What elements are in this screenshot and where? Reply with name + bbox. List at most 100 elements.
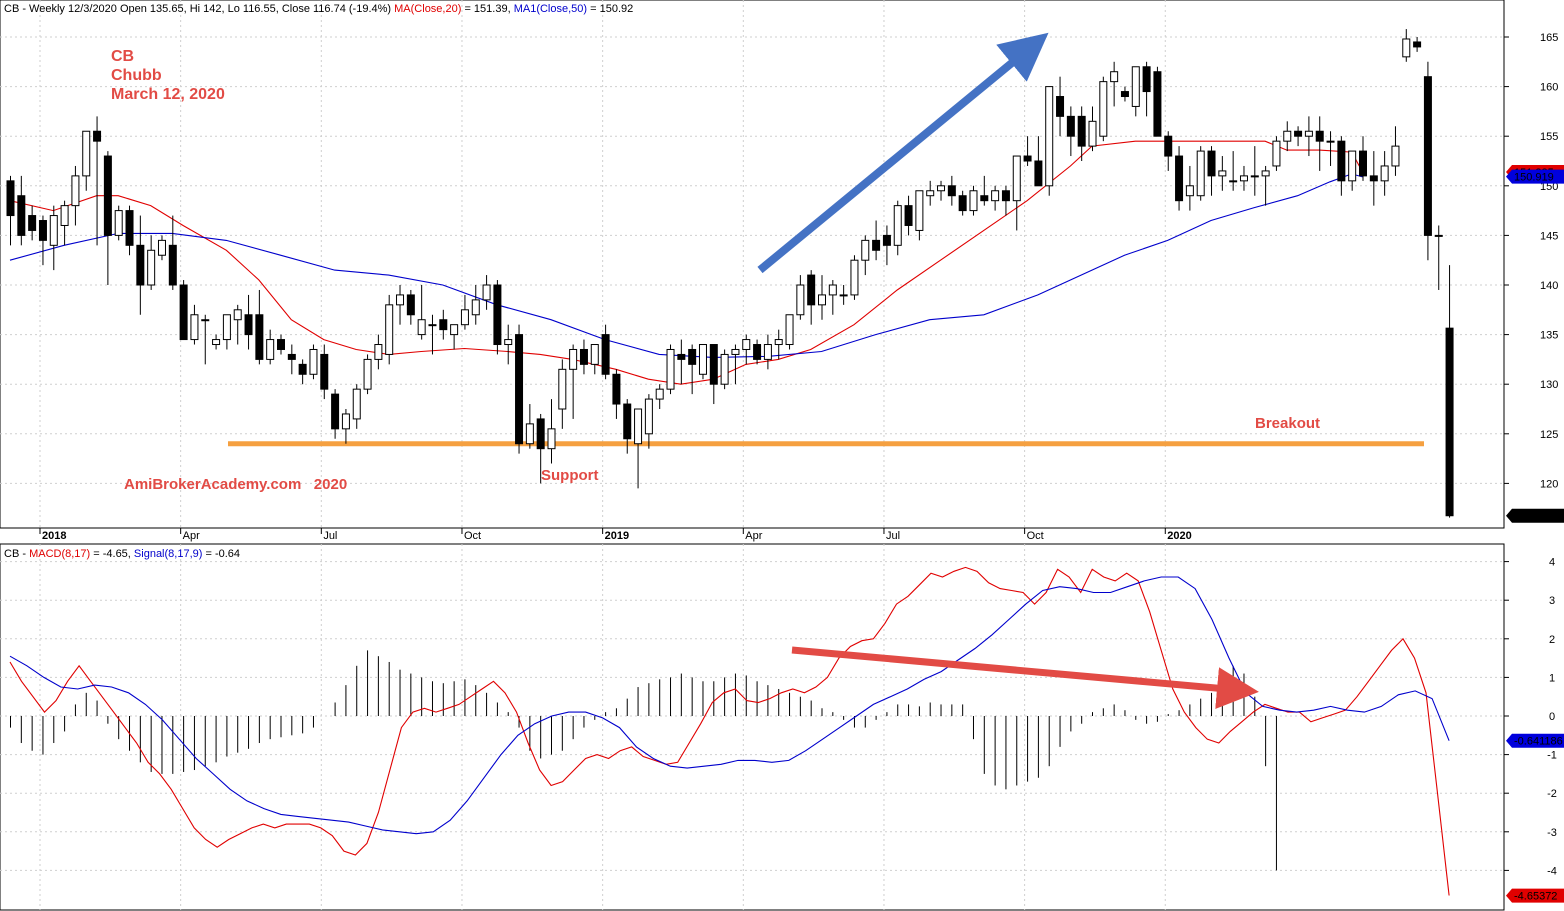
candle [634,408,643,489]
candle [1250,146,1259,196]
candle-body [1066,115,1075,137]
candle-body [1142,66,1151,93]
candle [688,344,697,395]
candle [850,255,859,300]
candle-body [720,353,729,385]
candle-body [147,249,156,286]
candle-body [1229,180,1238,183]
candle-body [114,210,123,236]
candle-body [396,294,405,306]
candle-body [969,190,978,212]
candle-body [38,220,47,241]
candle-body [1402,38,1411,58]
date-annotation: March 12, 2020 [111,86,225,103]
candle [71,165,80,226]
candle-body [1045,86,1054,187]
candle-body [796,284,805,316]
candle-body [1175,155,1184,202]
candle-body [601,334,610,375]
candle-body [71,175,80,207]
candle [915,190,924,241]
candle-body [504,339,513,346]
macd-tick-label: 2 [1549,634,1555,646]
candle-body [1380,165,1389,182]
badge-shape [1506,888,1564,903]
candle [1077,106,1086,161]
candle-body [277,339,285,350]
candle-body [1207,150,1216,177]
candle-body [266,339,275,360]
candle [244,294,253,350]
candle-body [1196,150,1205,197]
candle [331,389,340,439]
x-tick-label: Apr [183,530,200,542]
candle [1056,76,1065,137]
candle-body [374,344,383,360]
candle-body [1185,185,1194,197]
value-badge: 150.919 [1506,169,1564,184]
candle-body [612,373,621,405]
candle-body [937,185,946,192]
breakout-annotation: Breakout [1255,415,1320,432]
candle-body [1099,81,1108,137]
candle [450,324,459,350]
candle [709,344,718,405]
candle [579,339,588,375]
signal-line [9,576,1450,835]
candle-body [1413,41,1422,48]
badge-label: 116.74 [1514,511,1547,523]
candle-body [536,418,545,450]
candle [125,205,134,256]
price-tick-label: 135 [1540,330,1558,342]
candle-body [1131,66,1140,107]
candle [1045,86,1054,196]
candle-body [1250,175,1259,178]
candle [1239,165,1248,191]
candle [1023,136,1032,166]
candle-body [623,403,632,440]
badge-label: -0.641186 [1514,736,1563,748]
price-y-axis: 120 125 130 135 140 145 150 155 160 165 [1504,32,1558,490]
candle [1175,146,1184,211]
candle [861,235,870,276]
candle [720,349,729,390]
candle [893,200,902,256]
candle [341,409,350,444]
candle [1423,61,1432,261]
candle [28,205,37,241]
candle [363,354,372,395]
candle-body [136,244,145,286]
support-annotation: Support [541,467,599,484]
ticker-annotation: CB [111,48,134,65]
candle [82,130,91,191]
candle [1207,146,1216,196]
candle [439,309,448,340]
candle-body [287,353,296,360]
candle-body [1034,160,1043,187]
x-tick-label: Jul [886,530,900,542]
candle [763,334,772,370]
candle-body [1218,170,1227,177]
candle [136,215,145,315]
candle [103,151,112,285]
candle-body [385,304,394,355]
uptrend-arrow [757,32,1049,274]
candle [1272,136,1281,171]
candle [1142,61,1151,117]
candle [1283,121,1292,152]
candle-body [872,239,881,251]
candle-body [309,348,318,375]
candle-body [49,215,58,246]
candle-body [1315,130,1324,142]
candle [460,294,469,330]
candle [904,195,913,236]
divergence-arrow [791,646,1259,710]
candle [1359,136,1367,181]
candle-body [201,319,210,322]
candle-body [222,314,231,341]
candle-body [179,284,188,341]
candle [991,185,1000,211]
price-tick-label: 160 [1540,82,1558,94]
candle [1369,151,1378,206]
